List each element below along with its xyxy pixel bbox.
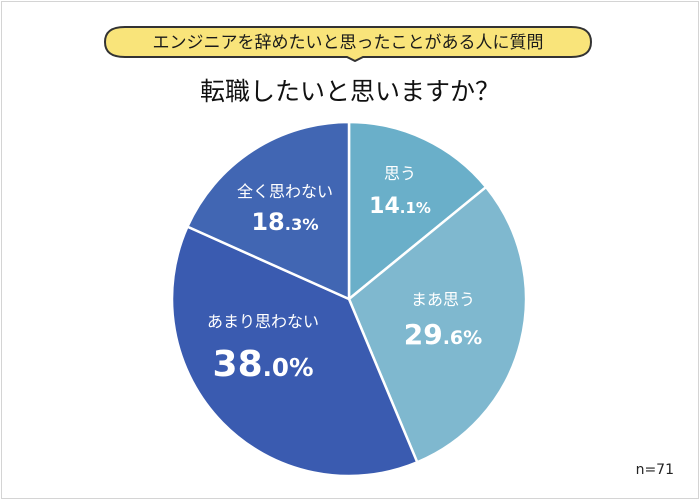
slice-percent: 29.6%: [403, 318, 483, 351]
slice-label-omou: 思う 14.1%: [355, 160, 445, 219]
pie-slice: [170, 225, 419, 478]
speech-bubble-shape: [103, 26, 593, 62]
pie-slice: [347, 120, 488, 301]
slice-label-amari-omowanai: あまり思わない 38.0%: [188, 308, 338, 385]
slice-percent: 18.3%: [251, 208, 319, 236]
slice-name: 全く思わない: [236, 182, 333, 201]
sample-size: n=71: [635, 462, 674, 478]
slice-percent: 38.0%: [212, 344, 314, 385]
slice-name: 思う: [383, 164, 416, 183]
pie-slice: [186, 120, 351, 301]
slice-label-mattaku-omowanai: 全く思わない 18.3%: [225, 178, 345, 236]
slice-name: あまり思わない: [206, 312, 319, 331]
pie-slice: [347, 185, 528, 464]
chart-title: 転職したいと思いますか？: [199, 77, 500, 106]
slice-label-maa-omou: まあ思う 29.6%: [388, 286, 498, 351]
slice-name: まあ思う: [410, 290, 475, 309]
banner-text: エンジニアを辞めたいと思ったことがある人に質問: [152, 33, 544, 53]
slice-percent: 14.1%: [369, 194, 431, 219]
question-banner: エンジニアを辞めたいと思ったことがある人に質問: [103, 24, 593, 62]
